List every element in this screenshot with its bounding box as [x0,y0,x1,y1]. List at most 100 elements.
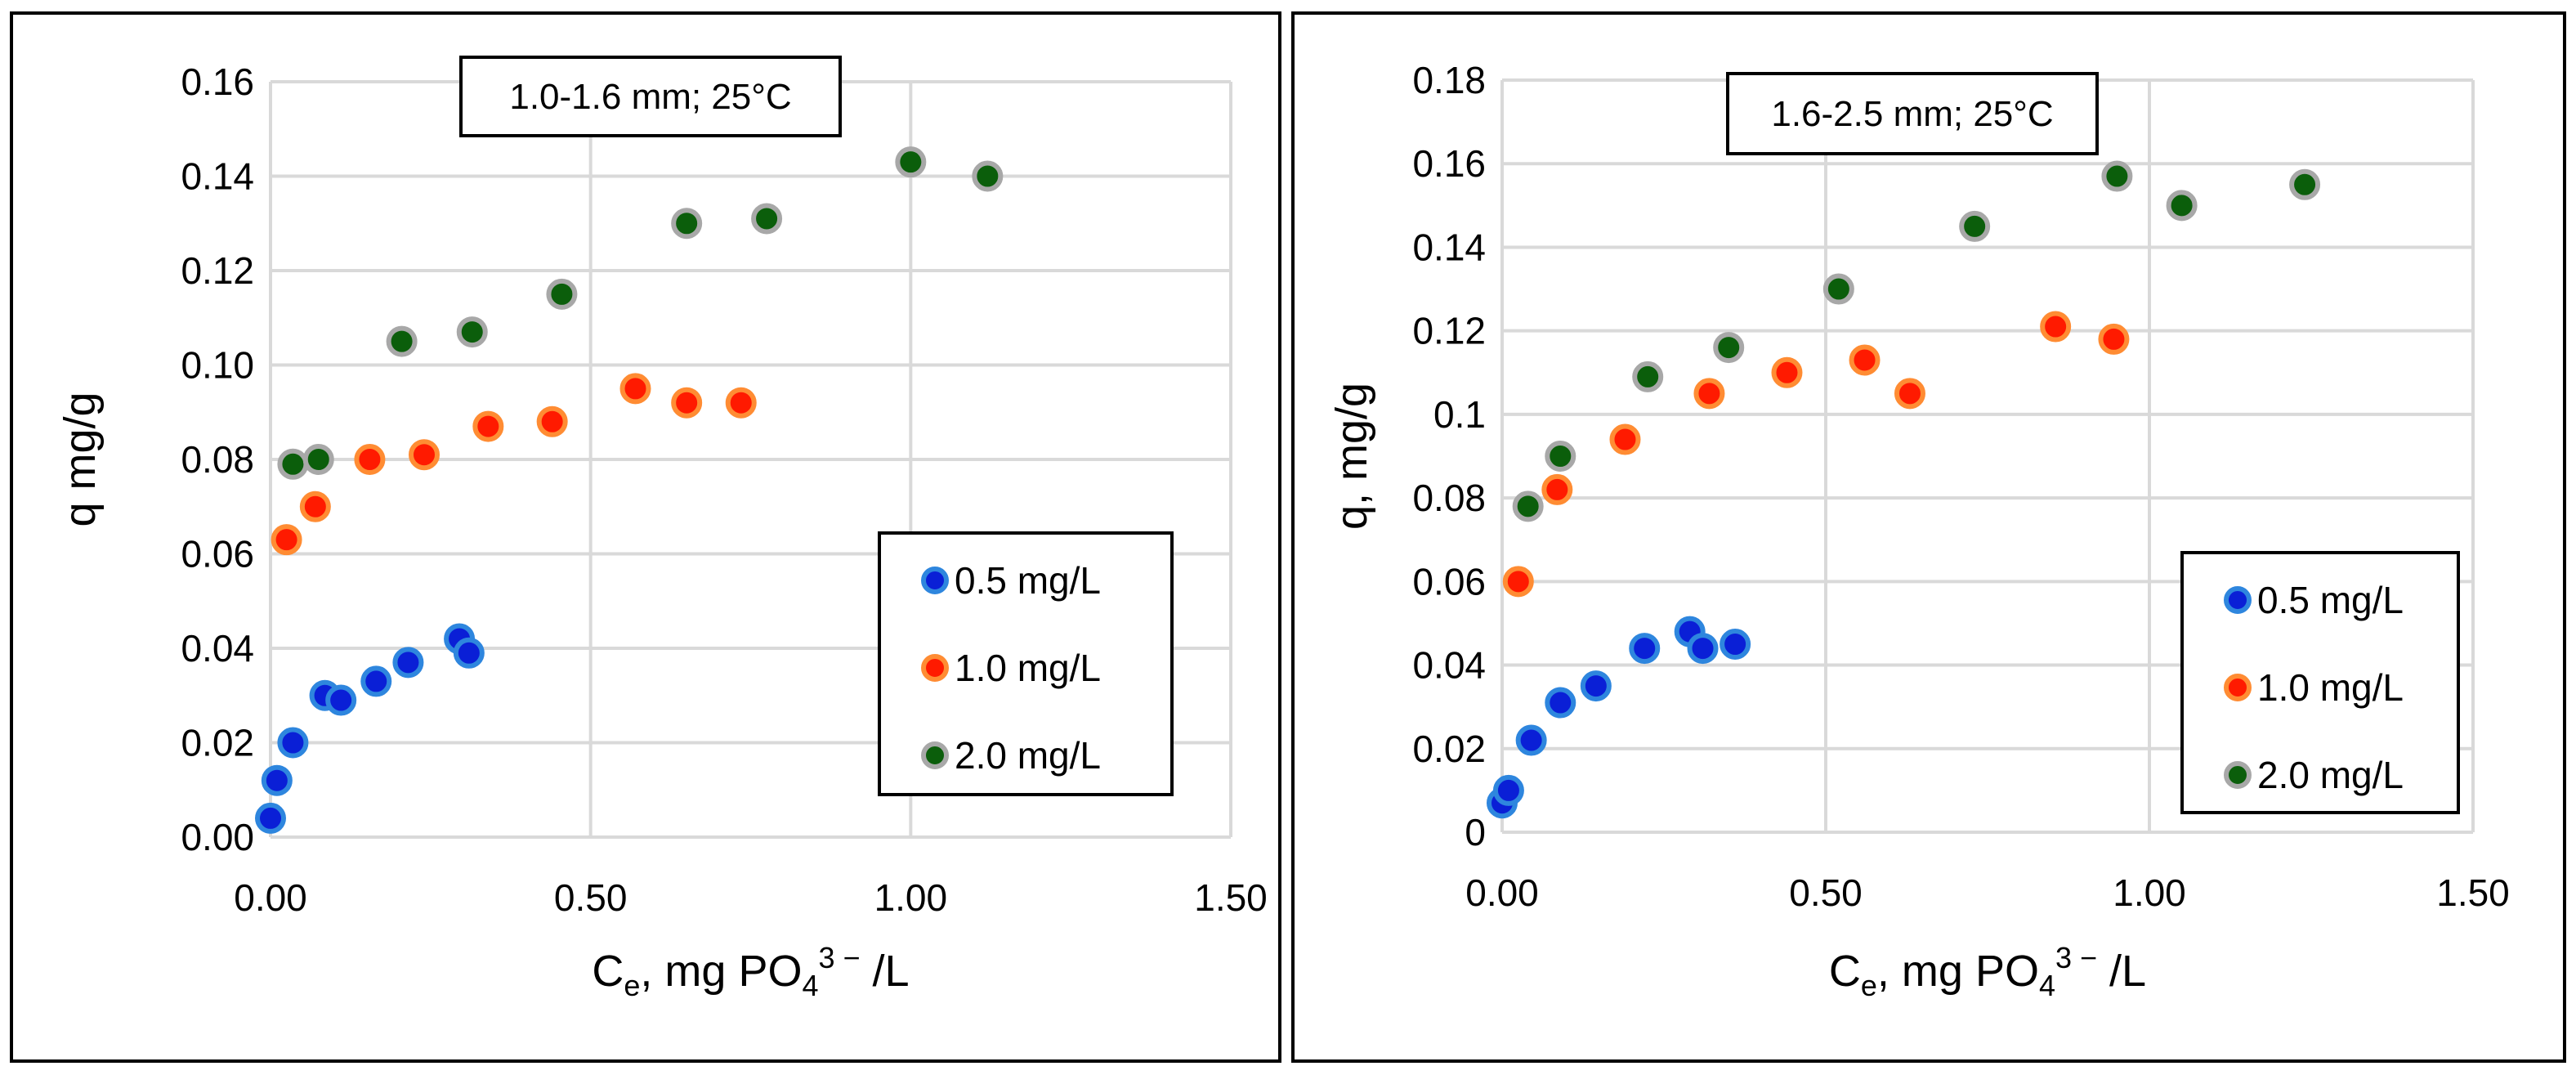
y-tick-label: 0.02 [1412,728,1486,770]
legend-marker [921,567,949,594]
annotation-text: 1.0-1.6 mm; 25°C [509,77,791,117]
data-point [261,764,293,796]
x-axis-label: Ce, mg PO43 − /L [1829,941,2146,1002]
y-tick-label: 0.04 [1412,644,1486,687]
data-point [472,410,504,442]
x-tick-label: 0.50 [554,876,628,919]
data-point [1541,473,1573,505]
data-point [895,146,927,178]
data-point [1545,441,1576,472]
data-point [325,684,357,716]
data-point [2098,323,2130,355]
data-point [299,490,331,522]
data-point [1849,344,1881,376]
y-tick-label: 0.16 [1412,142,1486,185]
y-tick-label: 0 [1465,811,1486,853]
chart-left-svg: 0.00 0.02 0.04 0.06 0.08 0.10 0.12 0.14 0.16 0.00… [56,56,1268,1002]
y-tick-label: 0.1 [1433,393,1486,436]
data-point [751,203,783,235]
legend-marker [921,654,949,682]
y-axis-label: q mg/g [56,392,105,526]
legend-label: 0.5 mg/L [955,559,1101,602]
data-point [1687,633,1719,665]
data-point [409,439,440,471]
data-point [392,647,424,679]
data-point [972,160,1004,192]
data-point [1720,629,1751,660]
annotation-box [1726,72,2099,155]
y-tick-label: 0.12 [181,249,254,292]
legend-marker [2224,586,2252,614]
data-point [2166,190,2198,222]
y-tick-label: 0.02 [181,722,254,764]
y-tick-label: 0.00 [181,816,254,858]
data-point [1632,361,1664,392]
data-point [2040,311,2072,343]
chart-panel-left: 0.00 0.02 0.04 0.06 0.08 0.10 0.12 0.14 0.16 0.00… [10,11,1281,1063]
data-point [277,448,309,480]
data-point [255,802,286,834]
legend-marker [2224,761,2252,789]
y-tick-label: 0.10 [181,344,254,387]
data-point [1502,566,1534,598]
x-tick-label: 0.00 [234,876,307,919]
data-point [271,524,302,556]
data-point [1771,356,1803,388]
data-point [725,387,757,419]
data-point [386,325,418,357]
data-point [1713,332,1745,364]
legend-label: 1.0 mg/L [955,647,1101,689]
x-tick-label: 1.50 [1194,876,1268,919]
data-point [671,208,703,240]
y-axis-label: q, mg/g [1327,383,1376,530]
data-point [1959,210,1991,242]
x-tick-label: 1.50 [2436,871,2510,914]
data-point [1894,378,1925,410]
y-tick-label: 0.04 [181,627,254,670]
data-point [536,405,568,437]
x-tick-label: 0.00 [1465,871,1539,914]
y-tick-label: 0.06 [181,533,254,576]
data-point [1609,423,1641,455]
y-tick-label: 0.16 [181,60,254,103]
data-point [1822,273,1854,305]
y-tick-label: 0.14 [181,155,254,198]
y-tick-label: 0.14 [1412,226,1486,268]
data-point [1693,378,1725,410]
x-tick-label: 1.00 [874,876,948,919]
annotation-box [459,56,842,137]
legend-marker [2224,674,2252,701]
data-point [2289,168,2321,200]
y-tick-label: 0.12 [1412,310,1486,352]
x-axis-label: Ce, mg PO43 − /L [592,941,909,1002]
legend-label: 2.0 mg/L [955,734,1101,777]
legend-label: 2.0 mg/L [2257,754,2404,796]
data-point [671,387,703,419]
y-tick-label: 0.08 [181,438,254,481]
annotation-text: 1.6-2.5 mm; 25°C [1771,94,2053,134]
legend-marker [921,741,949,769]
data-point [456,316,488,348]
x-tick-label: 0.50 [1789,871,1863,914]
y-tick-label: 0.08 [1412,477,1486,519]
chart-panel-right: 0 0.02 0.04 0.06 0.08 0.1 0.12 0.14 0.16 0.18 0.00… [1291,11,2566,1063]
data-point [302,444,334,475]
data-point [453,637,485,669]
data-point [1492,774,1524,806]
data-point [277,727,309,759]
data-point [354,444,386,475]
data-point [2101,160,2133,192]
y-tick-label: 0.06 [1412,560,1486,602]
x-tick-label: 1.00 [2113,871,2186,914]
legend-label: 1.0 mg/L [2257,666,2404,709]
data-point [360,665,392,697]
data-point [1580,670,1612,702]
data-point [1545,687,1576,719]
y-tick-label: 0.18 [1412,59,1486,101]
chart-right-svg: 0 0.02 0.04 0.06 0.08 0.1 0.12 0.14 0.16 0.18 0.00… [1327,59,2510,1002]
data-point [1512,490,1544,522]
data-point [619,373,651,405]
data-point [546,278,578,310]
legend-label: 0.5 mg/L [2257,579,2404,621]
data-point [1629,633,1661,665]
